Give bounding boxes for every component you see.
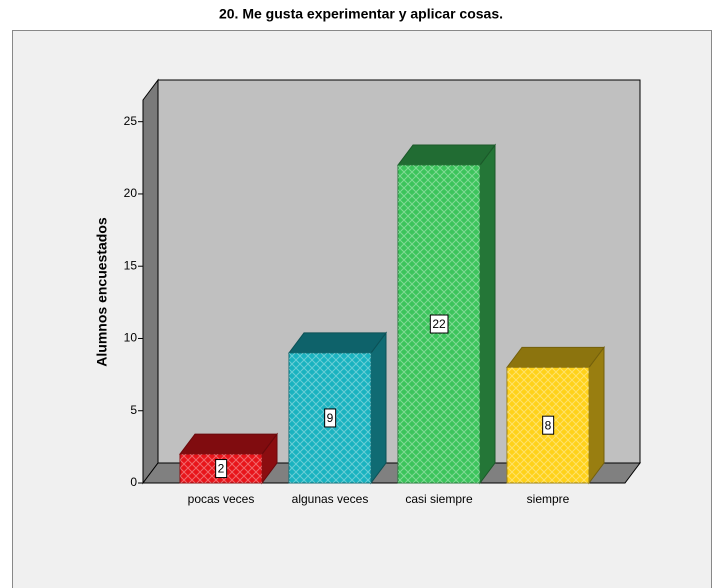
value-label-box: [542, 415, 555, 435]
bar-top: [397, 144, 496, 166]
value-label-box: [429, 314, 449, 334]
value-label-box: [324, 408, 337, 428]
side-wall: [142, 78, 159, 485]
y-tick-label: 10: [124, 331, 138, 345]
bar-top: [506, 346, 605, 368]
bar-side: [370, 331, 387, 485]
value-label: 22: [432, 317, 446, 331]
bar-side: [588, 345, 605, 485]
value-label-box: [215, 459, 228, 479]
x-tick-label: casi siempre: [405, 492, 473, 506]
y-tick-label: 25: [124, 114, 138, 128]
value-label: 8: [545, 418, 552, 432]
chart-title: 20. Me gusta experimentar y aplicar cosa…: [219, 6, 503, 22]
value-label: 9: [327, 411, 334, 425]
x-tick-label: siempre: [527, 492, 570, 506]
bar-side: [479, 143, 496, 485]
y-tick-label: 5: [130, 403, 137, 417]
x-tick-label: pocas veces: [188, 492, 255, 506]
bar-top: [179, 433, 278, 455]
y-axis-label: Alumnos encuestados: [94, 217, 110, 367]
y-tick-label: 0: [130, 475, 137, 489]
value-label: 2: [218, 462, 225, 476]
y-tick-label: 15: [124, 258, 138, 272]
x-tick-label: algunas veces: [292, 492, 369, 506]
bar-top: [288, 332, 387, 354]
y-tick-label: 20: [124, 186, 138, 200]
